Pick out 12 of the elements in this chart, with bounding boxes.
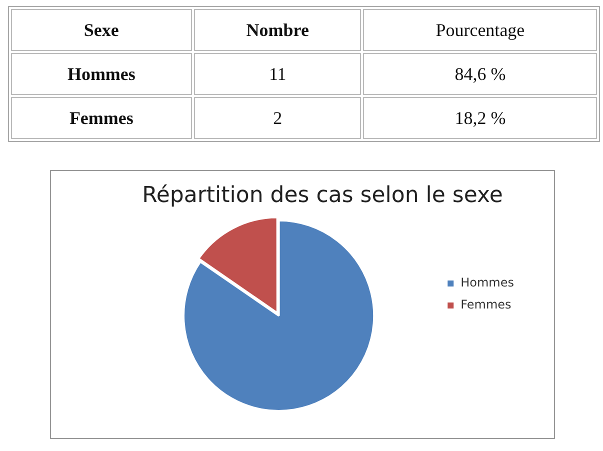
text: 18,2 % [363, 97, 597, 139]
text: Sexe [11, 9, 192, 51]
text: 2 [194, 97, 362, 139]
legend-label: Hommes [460, 276, 514, 290]
text: Nombre [194, 9, 362, 51]
text: Hommes [11, 53, 192, 95]
text: Femmes [11, 97, 192, 139]
legend-label: Femmes [460, 298, 512, 312]
text: 84,6 % [363, 53, 597, 95]
text: 11 [194, 53, 362, 95]
chart-title: Répartition des cas selon le sexe [142, 182, 503, 208]
text: Pourcentage [363, 9, 597, 51]
